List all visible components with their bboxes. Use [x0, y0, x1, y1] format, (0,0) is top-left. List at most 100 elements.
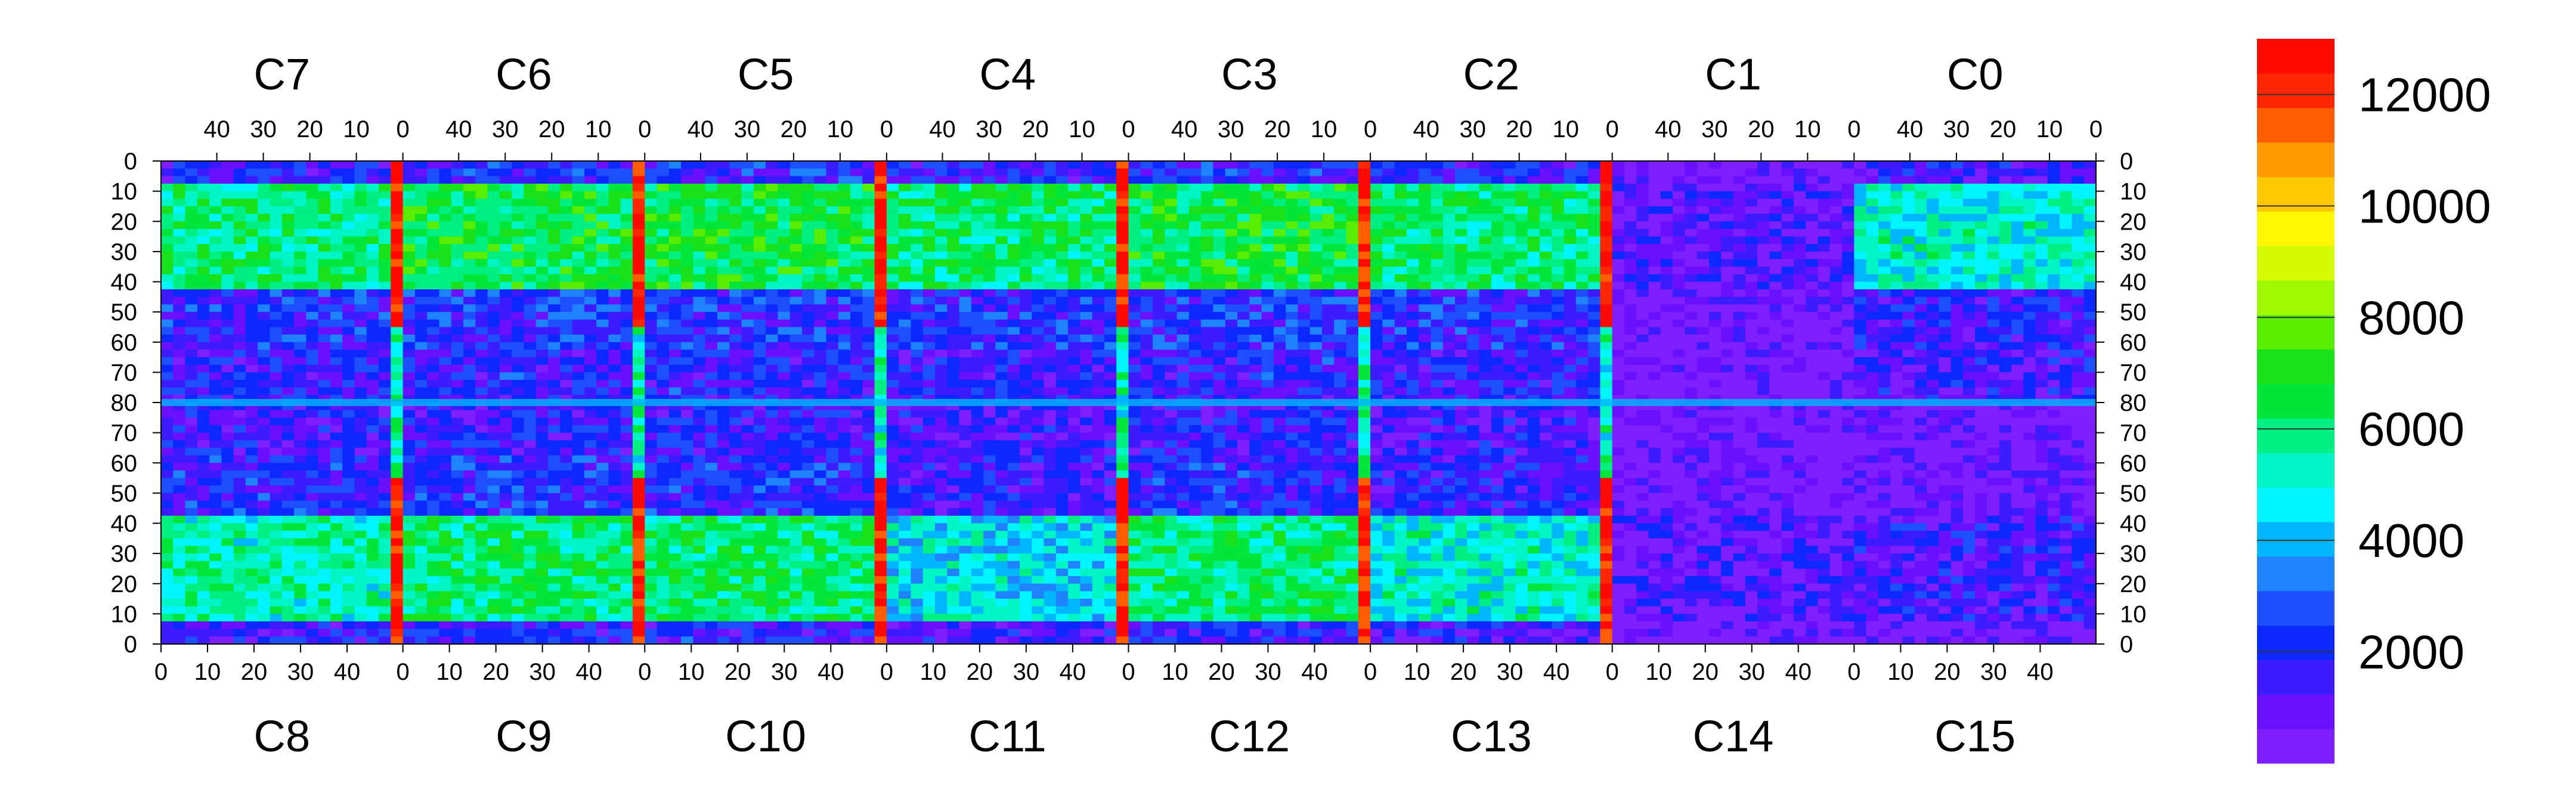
heatmap-cell	[2035, 281, 2048, 290]
heatmap-cell	[439, 206, 452, 215]
heatmap-cell	[1128, 236, 1141, 244]
heatmap-cell	[221, 267, 234, 275]
heatmap-cell	[1382, 199, 1395, 207]
heatmap-cell	[487, 176, 500, 184]
heatmap-cell	[1104, 327, 1117, 335]
heatmap-cell	[741, 199, 754, 207]
heatmap-cell	[1806, 327, 1819, 335]
heatmap-cell	[512, 357, 525, 366]
heatmap-cell	[185, 168, 198, 177]
heatmap-cell	[935, 342, 948, 351]
heatmap-cell	[270, 304, 283, 312]
heatmap-cell	[306, 357, 319, 366]
heatmap-cell	[995, 364, 1008, 373]
heatmap-cell	[1165, 228, 1178, 237]
heatmap-cell	[1431, 244, 1444, 252]
heatmap-cell	[1540, 221, 1552, 230]
heatmap-cell	[330, 342, 343, 351]
heatmap-cell	[729, 183, 742, 192]
heatmap-cell	[886, 213, 899, 222]
heatmap-cell	[281, 380, 295, 388]
heatmap-cell	[1019, 168, 1032, 177]
heatmap-cell	[899, 213, 912, 222]
heatmap-cell	[814, 342, 827, 351]
heatmap-cell	[197, 213, 210, 222]
heatmap-cell	[1612, 327, 1625, 335]
heatmap-cell	[1165, 289, 1178, 298]
heatmap-cell	[1358, 259, 1371, 267]
heatmap-cell	[475, 387, 488, 395]
heatmap-cell	[221, 319, 234, 328]
heatmap-cell	[741, 364, 754, 373]
heatmap-cell	[766, 259, 778, 267]
heatmap-cell	[1007, 206, 1020, 215]
heatmap-cell	[766, 206, 778, 215]
heatmap-cell	[1757, 342, 1770, 351]
heatmap-cell	[439, 304, 452, 312]
heatmap-cell	[729, 206, 742, 215]
heatmap-cell	[668, 312, 682, 320]
heatmap-cell	[1455, 206, 1467, 215]
heatmap-cell	[850, 319, 863, 328]
heatmap-cell	[632, 199, 645, 207]
heatmap-cell	[899, 228, 912, 237]
heatmap-cell	[693, 349, 706, 358]
heatmap-cell	[584, 244, 597, 252]
heatmap-cell	[1092, 364, 1105, 373]
heatmap-cell	[1660, 213, 1673, 222]
heatmap-cell	[1575, 372, 1589, 380]
heatmap-cell	[2047, 289, 2060, 298]
heatmap-cell	[233, 289, 246, 298]
heatmap-cell	[1733, 335, 1746, 343]
heatmap-cell	[1334, 221, 1347, 230]
heatmap-cell	[850, 228, 863, 237]
heatmap-cell	[1890, 206, 1903, 215]
heatmap-cell	[983, 191, 996, 199]
heatmap-cell	[463, 244, 476, 252]
heatmap-cell	[402, 244, 416, 252]
heatmap-cell	[862, 342, 875, 351]
heatmap-cell	[1685, 176, 1698, 184]
heatmap-cell	[838, 281, 851, 290]
heatmap-cell	[681, 221, 693, 230]
heatmap-cell	[1733, 267, 1746, 275]
heatmap-cell	[1806, 199, 1819, 207]
heatmap-cell	[535, 380, 549, 388]
heatmap-cell	[632, 221, 645, 230]
heatmap-cell	[814, 244, 827, 252]
heatmap-cell	[2011, 267, 2024, 275]
heatmap-cell	[1975, 274, 1988, 283]
heatmap-cell	[1382, 372, 1395, 380]
heatmap-cell	[560, 364, 573, 373]
heatmap-cell	[657, 161, 670, 169]
heatmap-cell	[366, 161, 379, 169]
heatmap-cell	[1140, 206, 1153, 215]
heatmap-cell	[1648, 267, 1661, 275]
heatmap-cell	[1358, 319, 1371, 328]
heatmap-cell	[512, 251, 525, 260]
heatmap-cell	[1515, 289, 1528, 298]
heatmap-cell	[402, 267, 416, 275]
heatmap-cell	[524, 176, 537, 184]
heatmap-cell	[1188, 364, 1202, 373]
heatmap-cell	[1927, 312, 1939, 320]
heatmap-cell	[1721, 357, 1734, 366]
heatmap-cell	[814, 161, 827, 169]
heatmap-cell	[402, 221, 416, 230]
heatmap-cell	[741, 274, 754, 283]
heatmap-cell	[1431, 349, 1444, 358]
heatmap-cell	[535, 364, 549, 373]
heatmap-cell	[1273, 267, 1286, 275]
heatmap-cell	[1055, 364, 1069, 373]
heatmap-cell	[1733, 380, 1746, 388]
heatmap-cell	[1455, 191, 1467, 199]
heatmap-cell	[1249, 364, 1262, 373]
heatmap-cell	[233, 221, 246, 230]
heatmap-cell	[402, 183, 416, 192]
heatmap-cell	[874, 213, 887, 222]
heatmap-cell	[414, 349, 428, 358]
heatmap-cell	[1927, 161, 1939, 169]
heatmap-cell	[801, 251, 815, 260]
heatmap-cell	[1322, 228, 1335, 237]
heatmap-cell	[1575, 228, 1589, 237]
